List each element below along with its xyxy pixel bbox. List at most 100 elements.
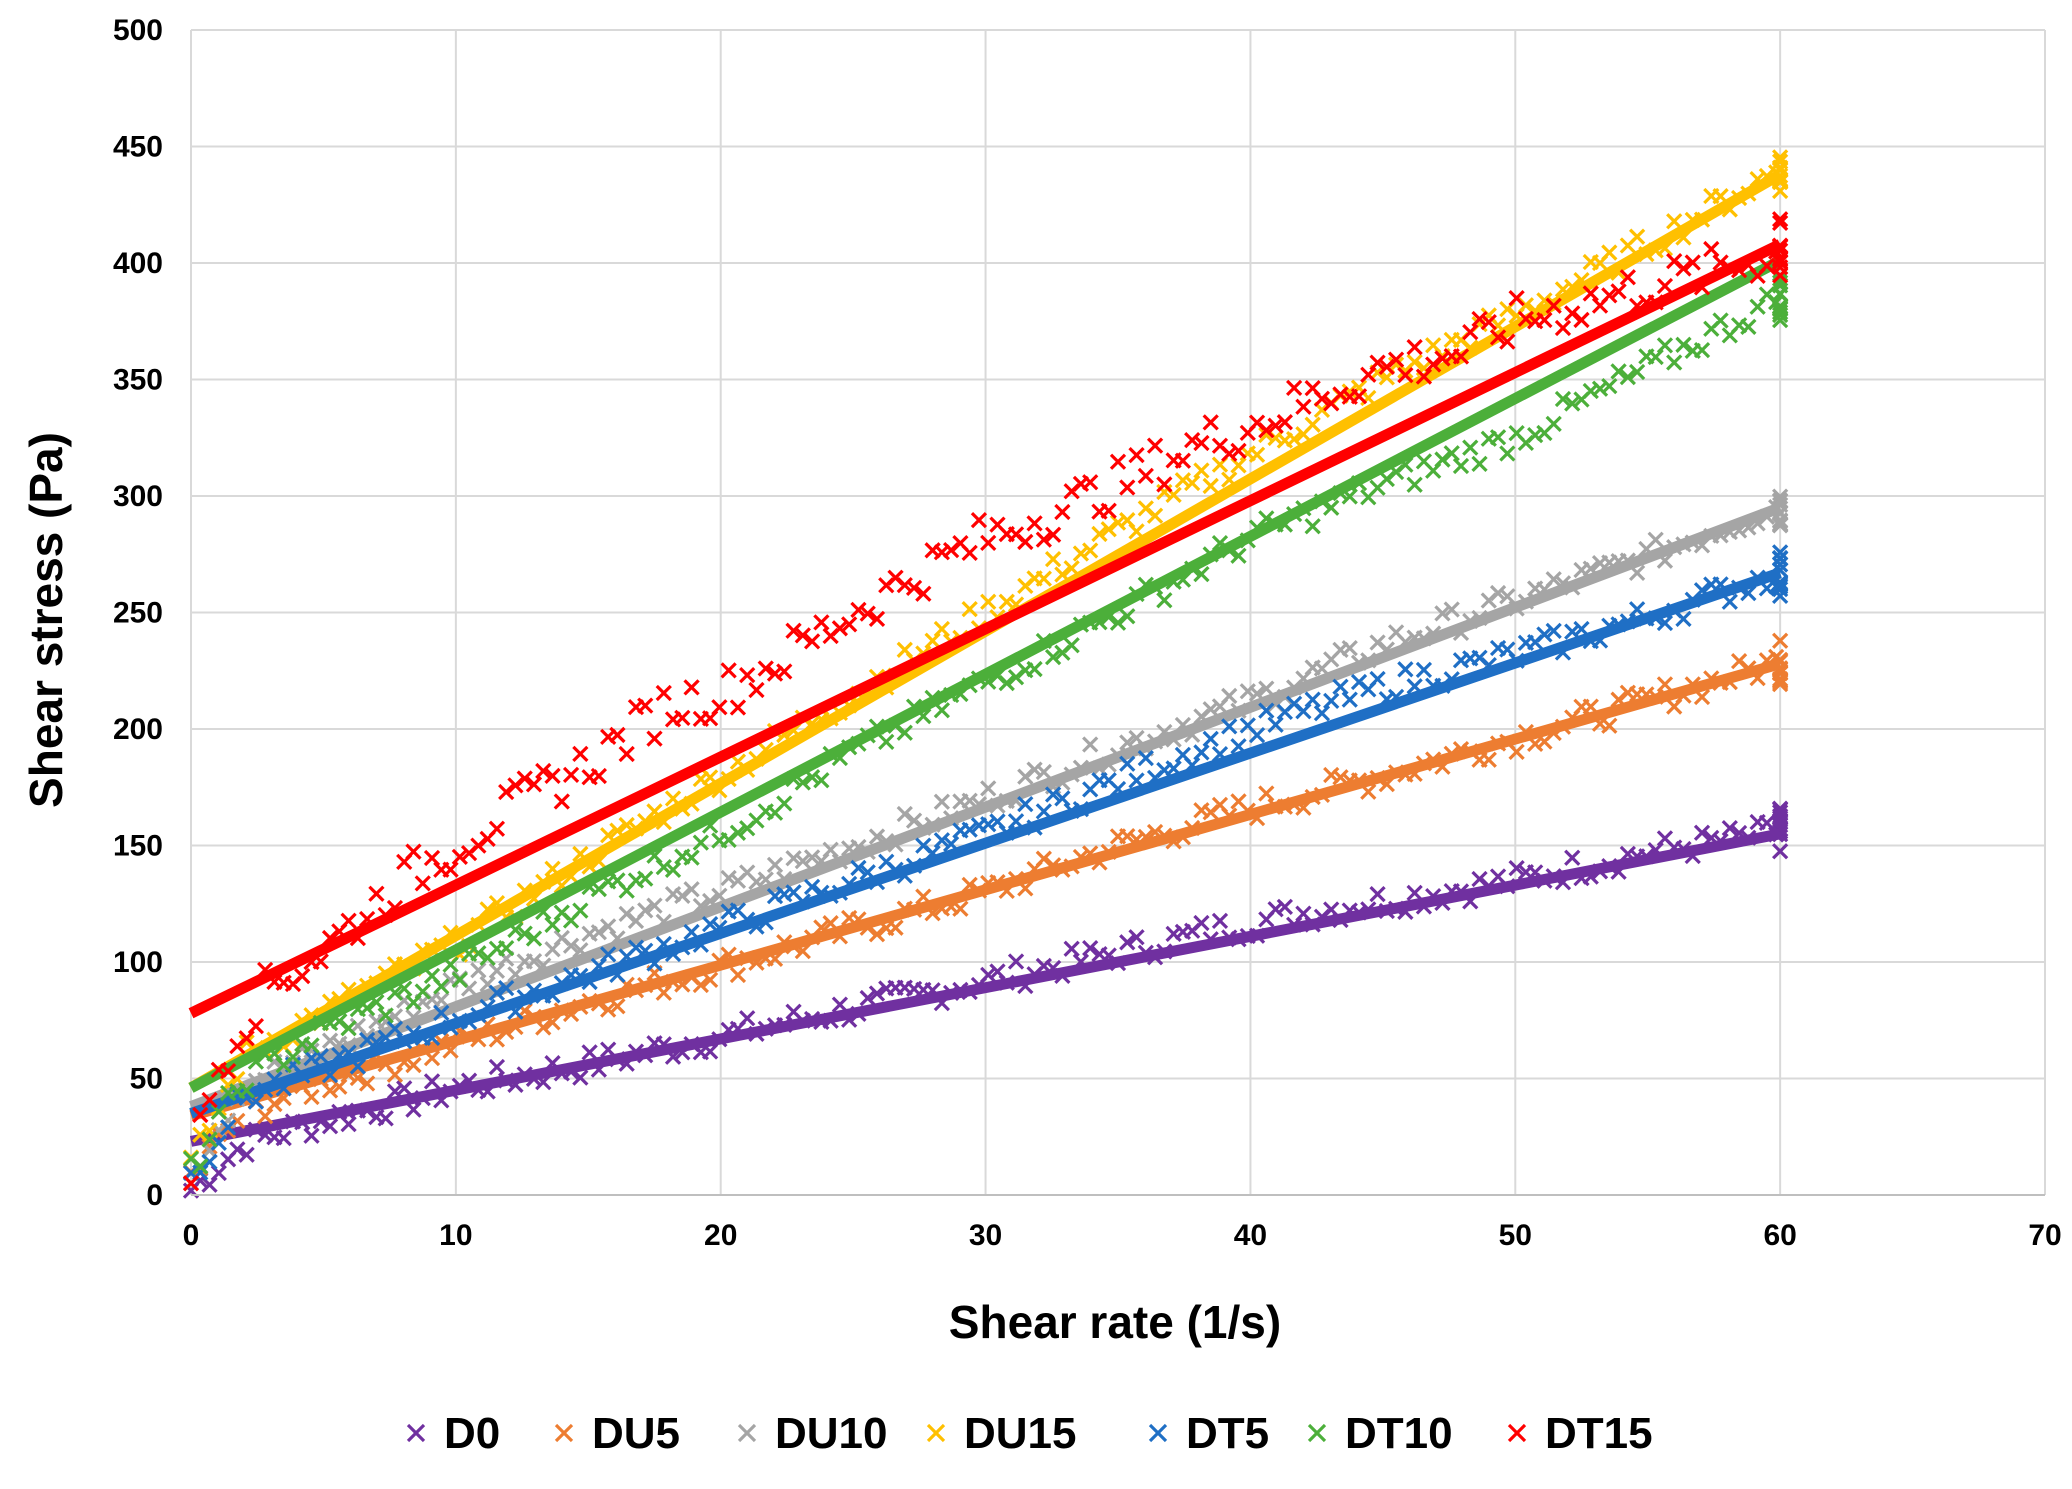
data-point bbox=[516, 925, 533, 942]
data-point bbox=[1772, 632, 1789, 649]
legend-item-du15: DU15 bbox=[926, 1409, 1077, 1458]
data-point bbox=[868, 926, 886, 943]
data-point bbox=[1035, 763, 1052, 781]
y-tick-label: 300 bbox=[113, 480, 163, 513]
data-point bbox=[488, 1058, 506, 1076]
data-point bbox=[1601, 717, 1618, 734]
data-point bbox=[1772, 843, 1789, 860]
data-point bbox=[1156, 592, 1173, 609]
data-point bbox=[998, 674, 1015, 692]
y-tick-label: 200 bbox=[113, 713, 163, 746]
data-point bbox=[720, 869, 737, 887]
data-point bbox=[1619, 368, 1636, 386]
data-point bbox=[1452, 348, 1470, 365]
data-point bbox=[1480, 751, 1497, 768]
data-point bbox=[1007, 669, 1025, 686]
data-point bbox=[924, 632, 941, 649]
data-point bbox=[1554, 319, 1572, 337]
data-point bbox=[933, 620, 951, 638]
data-point bbox=[1772, 808, 1789, 825]
data-point bbox=[1276, 898, 1293, 916]
data-point bbox=[1749, 298, 1766, 315]
legend-marker bbox=[737, 1423, 757, 1443]
data-point bbox=[396, 1080, 413, 1097]
data-point bbox=[553, 793, 570, 810]
data-point bbox=[1772, 672, 1789, 689]
data-point bbox=[600, 946, 617, 963]
data-point bbox=[1628, 363, 1646, 381]
data-point bbox=[729, 966, 747, 984]
data-point bbox=[1128, 446, 1145, 464]
data-point bbox=[1471, 310, 1488, 328]
data-point bbox=[1063, 637, 1080, 654]
data-point bbox=[1425, 356, 1442, 373]
data-point bbox=[1109, 614, 1127, 631]
data-point bbox=[247, 1018, 265, 1035]
data-point bbox=[637, 697, 654, 714]
legend-item-dt10: DT10 bbox=[1307, 1409, 1453, 1458]
data-point bbox=[238, 1030, 255, 1047]
data-point bbox=[321, 1032, 339, 1049]
data-point bbox=[1656, 337, 1674, 354]
data-point bbox=[980, 966, 997, 984]
data-point bbox=[1508, 743, 1525, 760]
legend-marker bbox=[406, 1423, 426, 1443]
data-point bbox=[1044, 526, 1062, 543]
trendline-du10 bbox=[189, 502, 1783, 1112]
data-point bbox=[1276, 414, 1293, 431]
data-point bbox=[1304, 416, 1321, 433]
legend-item-dt15: DT15 bbox=[1507, 1409, 1653, 1458]
x-tick-label: 0 bbox=[183, 1219, 200, 1252]
y-axis-title: Shear stress (Pa) bbox=[20, 432, 72, 808]
data-point bbox=[1462, 323, 1479, 341]
data-point bbox=[1267, 716, 1284, 733]
data-point bbox=[794, 627, 811, 644]
data-point bbox=[1693, 341, 1711, 359]
y-tick-label: 350 bbox=[113, 364, 163, 397]
data-point bbox=[1267, 417, 1284, 434]
data-point bbox=[1721, 819, 1738, 837]
data-point bbox=[1647, 531, 1664, 548]
data-point bbox=[1258, 422, 1275, 439]
data-point bbox=[1221, 445, 1238, 462]
data-point bbox=[1184, 474, 1201, 492]
legend-label: D0 bbox=[444, 1409, 500, 1458]
series-dt15 bbox=[182, 211, 1789, 1192]
data-point bbox=[1772, 211, 1789, 228]
data-point bbox=[1109, 514, 1127, 531]
data-point bbox=[1239, 683, 1256, 700]
data-point bbox=[1462, 439, 1479, 456]
data-point bbox=[1341, 691, 1358, 708]
data-point bbox=[1341, 383, 1358, 400]
data-point bbox=[1082, 474, 1099, 491]
data-point bbox=[692, 976, 709, 994]
data-point bbox=[414, 983, 431, 1000]
data-point bbox=[655, 684, 672, 702]
data-point bbox=[701, 971, 719, 989]
data-point bbox=[1499, 588, 1516, 605]
data-point bbox=[1582, 285, 1599, 302]
legend-marker bbox=[1148, 1423, 1168, 1443]
y-tick-label: 100 bbox=[113, 946, 163, 979]
data-point bbox=[1221, 687, 1238, 705]
data-point bbox=[572, 745, 589, 762]
data-point bbox=[321, 1118, 339, 1135]
trendline-dt10 bbox=[188, 255, 1783, 1093]
data-point bbox=[498, 979, 515, 997]
data-point bbox=[1536, 311, 1553, 329]
data-point bbox=[720, 662, 737, 679]
data-point bbox=[1772, 581, 1789, 598]
data-point bbox=[535, 762, 552, 780]
data-point bbox=[1017, 533, 1034, 551]
legend-marker bbox=[1307, 1423, 1327, 1443]
data-point bbox=[970, 511, 988, 529]
data-point bbox=[1258, 785, 1275, 802]
data-point bbox=[785, 622, 802, 639]
data-point bbox=[1082, 736, 1099, 753]
data-point bbox=[803, 849, 821, 866]
data-point bbox=[1119, 479, 1136, 496]
data-point bbox=[201, 1138, 218, 1155]
data-point bbox=[192, 1158, 209, 1175]
